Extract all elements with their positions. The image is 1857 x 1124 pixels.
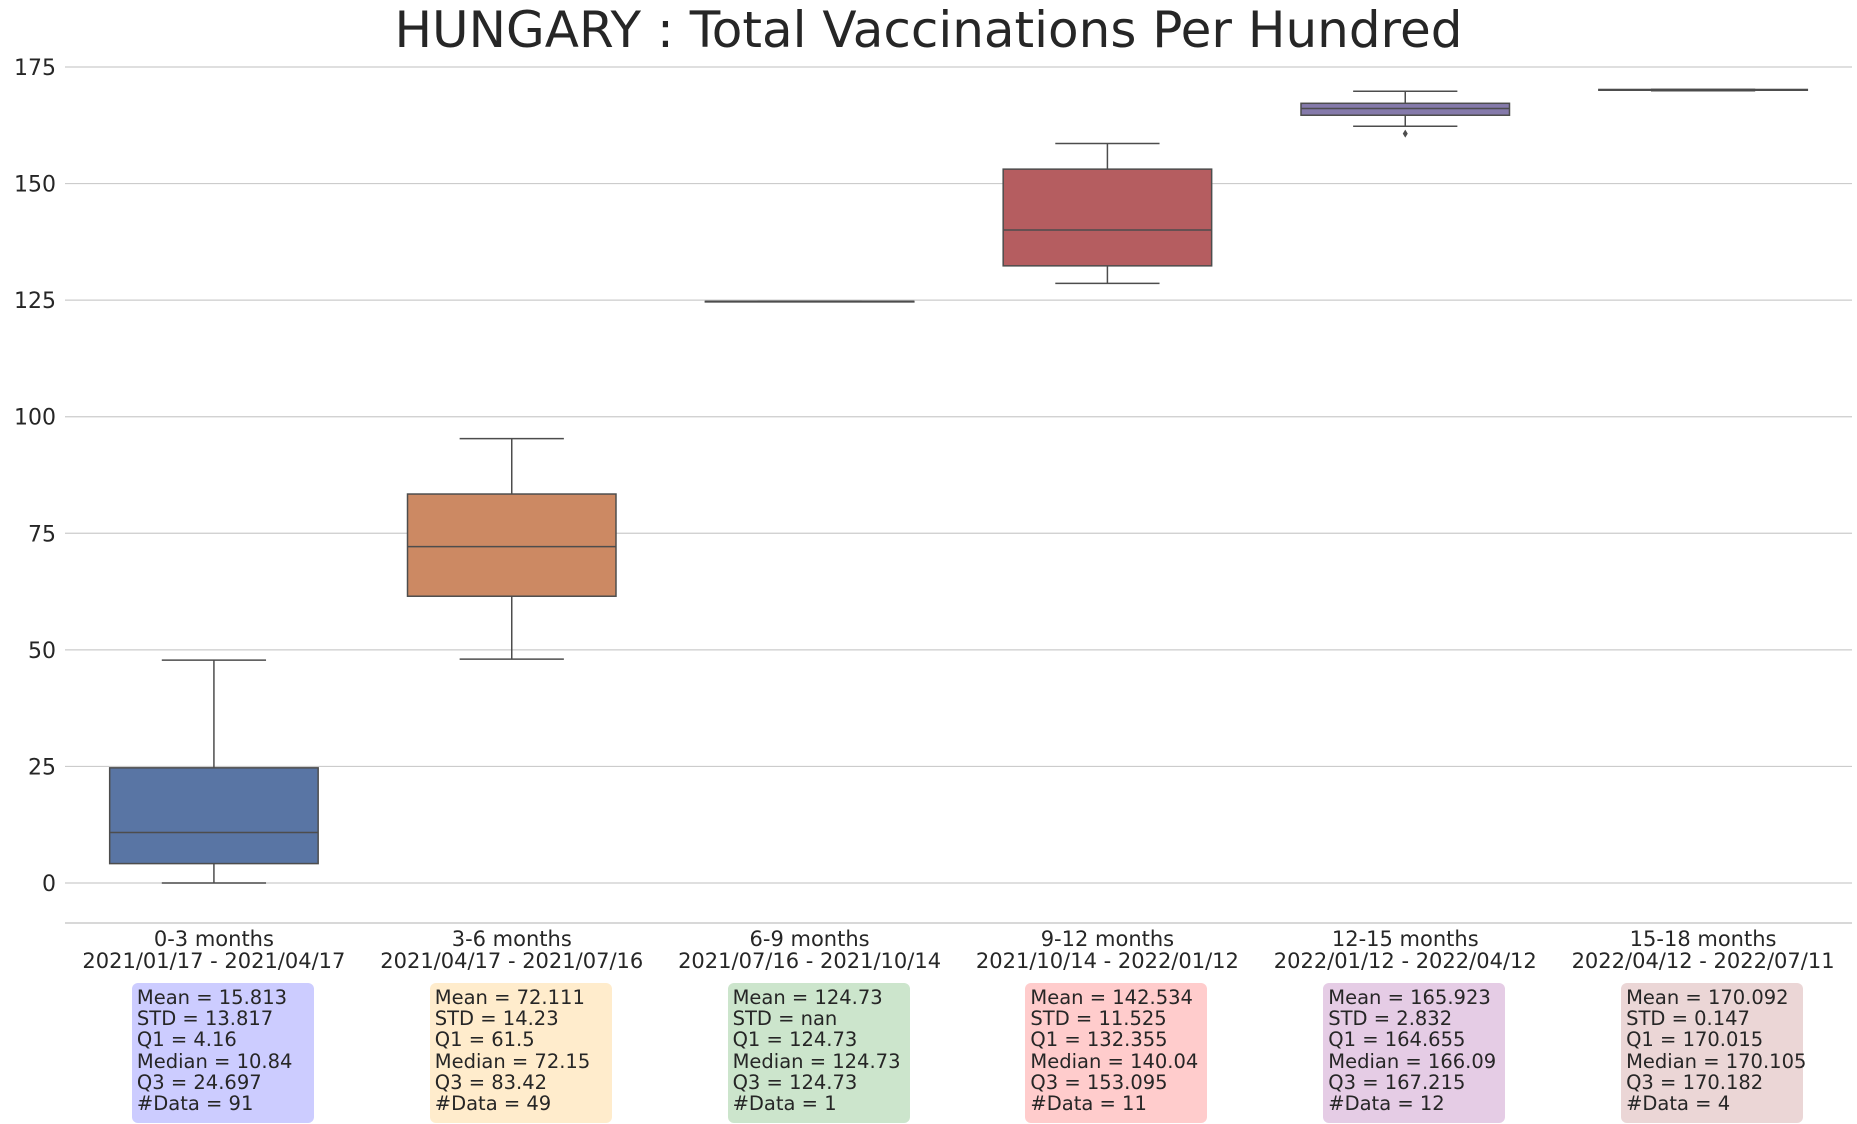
- x-tick-date-range: 2022/01/12 - 2022/04/12: [1273, 949, 1537, 973]
- stat-line: Q1 = 4.16: [136, 1028, 237, 1052]
- stat-box: Mean = 15.813 STD = 13.817 Q1 = 4.16 Median…: [131, 983, 314, 1123]
- stat-line: STD = 11.525: [1030, 1007, 1167, 1031]
- stat-line: STD = 2.832: [1328, 1007, 1453, 1031]
- stat-line: Mean = 72.111: [434, 986, 585, 1009]
- stat-line: Q3 = 167.215: [1328, 1070, 1466, 1094]
- x-tick-period: 3-6 months: [451, 927, 572, 951]
- x-tick-period: 15-18 months: [1629, 927, 1777, 951]
- box-iqr: [108, 767, 319, 865]
- stat-line: Q1 = 124.73: [732, 1028, 858, 1052]
- stat-line: Q3 = 83.42: [434, 1070, 548, 1094]
- x-tick-date-range: 2021/10/14 - 2022/01/12: [975, 949, 1239, 973]
- y-tick-label: 125: [14, 289, 56, 314]
- stat-line: Q1 = 61.5: [434, 1028, 535, 1052]
- x-tick-label: 15-18 months 2022/04/12 - 2022/07/11: [1553, 928, 1853, 972]
- stat-box: Mean = 165.923 STD = 2.832 Q1 = 164.655 Med…: [1323, 983, 1506, 1123]
- x-tick-period: 0-3 months: [153, 927, 274, 951]
- x-tick-label: 6-9 months 2021/07/16 - 2021/10/14: [660, 928, 960, 972]
- stat-line: Median = 166.09: [1328, 1049, 1497, 1073]
- stat-line: Median = 124.73: [732, 1049, 901, 1073]
- stat-line: #Data = 49: [434, 1092, 552, 1116]
- stat-line: Q3 = 124.73: [732, 1070, 858, 1094]
- stat-line: Mean = 170.092: [1626, 986, 1789, 1009]
- stat-line: #Data = 91: [136, 1092, 254, 1116]
- x-tick-label: 0-3 months 2021/01/17 - 2021/04/17: [64, 928, 364, 972]
- stat-line: STD = 13.817: [136, 1007, 274, 1031]
- x-tick-period: 9-12 months: [1040, 927, 1175, 951]
- x-tick-label: 9-12 months 2021/10/14 - 2022/01/12: [957, 928, 1257, 972]
- box-iqr: [406, 493, 617, 597]
- stat-box: Mean = 72.111 STD = 14.23 Q1 = 61.5 Median …: [429, 983, 612, 1123]
- y-tick-label: 100: [14, 406, 56, 431]
- stat-line: STD = 0.147: [1626, 1007, 1750, 1031]
- stat-line: Median = 170.105: [1626, 1049, 1807, 1073]
- stat-line: Mean = 165.923: [1328, 986, 1491, 1009]
- stat-line: Q1 = 132.355: [1030, 1028, 1168, 1052]
- stat-box: Mean = 124.73 STD = nan Q1 = 124.73 Median …: [727, 983, 910, 1123]
- chart-title: HUNGARY : Total Vaccinations Per Hundred: [394, 1, 1463, 59]
- stat-box: Mean = 170.092 STD = 0.147 Q1 = 170.015 Med…: [1621, 983, 1807, 1123]
- y-tick-label: 25: [28, 755, 56, 780]
- x-tick-label: 3-6 months 2021/04/17 - 2021/07/16: [362, 928, 662, 972]
- stat-line: STD = 14.23: [434, 1007, 559, 1031]
- stat-line: Median = 140.04: [1030, 1049, 1199, 1073]
- stat-line: #Data = 4: [1626, 1092, 1731, 1116]
- stat-line: Q1 = 164.655: [1328, 1028, 1466, 1052]
- stat-line: Q3 = 24.697: [136, 1070, 262, 1094]
- x-tick-period: 12-15 months: [1331, 927, 1479, 951]
- y-tick-label: 175: [14, 56, 56, 81]
- stat-line: Median = 10.84: [136, 1049, 293, 1073]
- stat-line: Q1 = 170.015: [1626, 1028, 1764, 1052]
- y-tick-label: 0: [42, 872, 56, 897]
- stat-box: Mean = 142.534 STD = 11.525 Q1 = 132.355 Me…: [1025, 983, 1208, 1123]
- x-tick-date-range: 2021/04/17 - 2021/07/16: [380, 949, 644, 973]
- y-tick-label: 75: [28, 522, 56, 547]
- stat-line: Median = 72.15: [434, 1049, 591, 1073]
- x-tick-label: 12-15 months 2022/01/12 - 2022/04/12: [1255, 928, 1555, 972]
- stat-line: Q3 = 153.095: [1030, 1070, 1168, 1094]
- x-tick-date-range: 2022/04/12 - 2022/07/11: [1571, 949, 1835, 973]
- x-tick-period: 6-9 months: [749, 927, 870, 951]
- outlier-point: [1402, 129, 1408, 138]
- x-tick-date-range: 2021/01/17 - 2021/04/17: [82, 949, 346, 973]
- stat-line: #Data = 1: [732, 1092, 837, 1116]
- y-tick-label: 50: [28, 639, 56, 664]
- stat-line: Mean = 124.73: [732, 986, 883, 1009]
- stat-line: STD = nan: [732, 1007, 838, 1031]
- y-tick-label: 150: [14, 173, 56, 198]
- box-iqr: [1002, 168, 1213, 267]
- stat-line: #Data = 11: [1030, 1092, 1147, 1116]
- stat-line: #Data = 12: [1328, 1092, 1445, 1116]
- stat-line: Mean = 142.534: [1030, 986, 1193, 1009]
- x-tick-date-range: 2021/07/16 - 2021/10/14: [678, 949, 942, 973]
- stat-line: Mean = 15.813: [136, 986, 288, 1009]
- stat-line: Q3 = 170.182: [1626, 1070, 1764, 1094]
